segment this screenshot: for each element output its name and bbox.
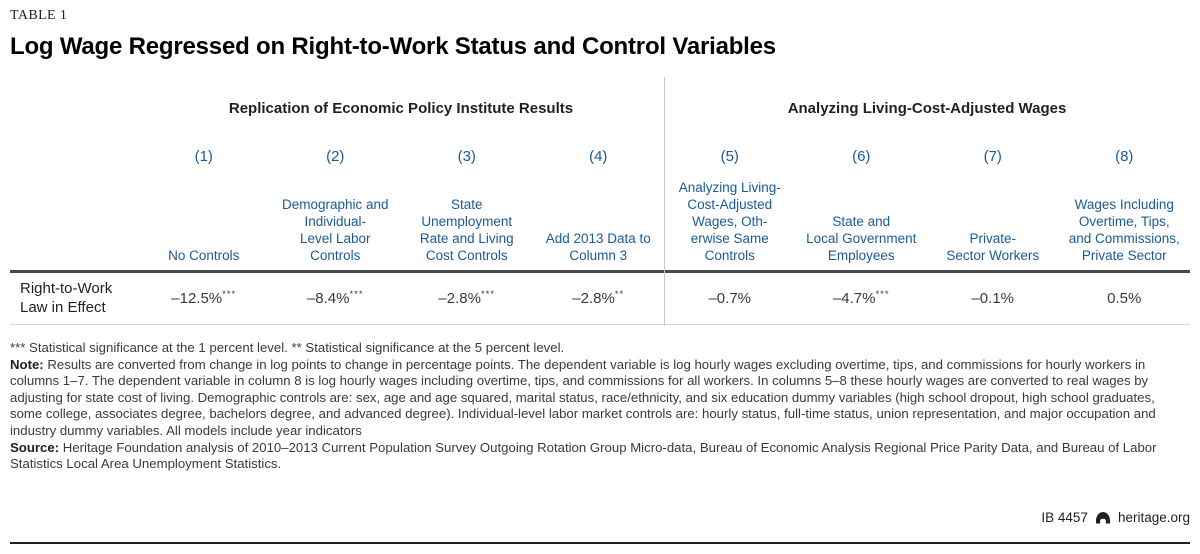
column-number-7: (7) [983, 147, 1002, 165]
column-header-3: State Unemployment Rate and Living Cost … [419, 197, 514, 263]
column-header-row: No Controls Demographic and Individual- … [10, 173, 1190, 273]
cell-value-6: –4.7%*** [832, 289, 890, 307]
column-header-2: Demographic and Individual- Level Labor … [281, 197, 389, 263]
column-number-4: (4) [589, 147, 608, 165]
column-number-3: (3) [457, 147, 476, 165]
column-number-row: (1) (2) (3) (4) (5) (6) (7) (8) [10, 139, 1190, 173]
significance-stars: *** [875, 289, 890, 300]
significance-note: *** Statistical significance at the 1 pe… [10, 340, 565, 355]
column-number-6: (6) [852, 147, 871, 165]
column-number-2: (2) [326, 147, 345, 165]
significance-stars: ** [614, 289, 625, 300]
cell-value-4: –2.8%** [572, 289, 625, 307]
column-header-5: Analyzing Living- Cost-Adjusted Wages, O… [678, 180, 781, 263]
cell-value-5: –0.7% [708, 290, 752, 307]
column-number-spacer [10, 139, 138, 173]
significance-stars: *** [349, 289, 364, 300]
page-title: Log Wage Regressed on Right-to-Work Stat… [10, 33, 776, 60]
heritage-bell-icon [1095, 510, 1111, 525]
page-footer: IB 4457 heritage.org [1041, 510, 1190, 525]
site-link[interactable]: heritage.org [1117, 510, 1190, 525]
row-label-right-to-work: Right-to-Work Law in Effect [20, 280, 113, 316]
column-number-8: (8) [1115, 147, 1134, 165]
doc-id: IB 4457 [1041, 510, 1088, 525]
table-row: Right-to-Work Law in Effect –12.5%*** –8… [10, 273, 1190, 325]
group-header-replication: Replication of Economic Policy Institute… [228, 99, 574, 117]
note-label: Note: [10, 356, 44, 372]
cell-value-1: –12.5%*** [171, 289, 237, 307]
column-group-divider [664, 77, 665, 326]
group-header-row: Replication of Economic Policy Institute… [10, 77, 1190, 139]
cell-value-8: 0.5% [1107, 290, 1142, 307]
column-number-1: (1) [194, 147, 213, 165]
table-number-label: TABLE 1 [10, 8, 68, 23]
cell-value-3: –2.8%*** [438, 289, 496, 307]
group-header-living-cost: Analyzing Living-Cost-Adjusted Wages [787, 99, 1067, 117]
footnotes: *** Statistical significance at the 1 pe… [10, 340, 1190, 473]
column-header-1: No Controls [168, 248, 240, 263]
column-header-4: Add 2013 Data to Column 3 [545, 231, 651, 263]
significance-stars: *** [222, 289, 237, 300]
methodology-note: Note: Results are converted from change … [10, 356, 1156, 438]
source-label: Source: [10, 439, 60, 455]
significance-stars: *** [480, 289, 496, 300]
column-header-6: State and Local Government Employees [806, 214, 917, 263]
bottom-rule [10, 542, 1190, 544]
regression-table: Replication of Economic Policy Institute… [10, 77, 1190, 326]
cell-value-2: –8.4%*** [306, 289, 364, 307]
column-header-8: Wages Including Overtime, Tips, and Comm… [1068, 197, 1180, 263]
column-number-5: (5) [720, 147, 739, 165]
column-header-7: Private- Sector Workers [946, 231, 1040, 263]
column-header-spacer [10, 173, 138, 270]
source-note: Source: Heritage Foundation analysis of … [10, 439, 1157, 472]
cell-value-7: –0.1% [971, 290, 1015, 307]
